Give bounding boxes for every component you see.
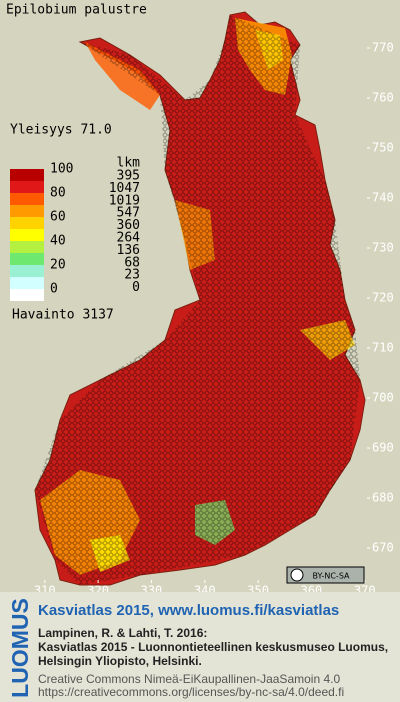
frequency: Yleisyys 71.0 — [10, 123, 112, 138]
license-url: https://creativecommons.org/licenses/by-… — [38, 685, 344, 699]
count-label: 68 — [124, 255, 140, 270]
scale-label: 60 — [50, 210, 66, 225]
citation-line: Kasviatlas 2015 - Luonnontieteellinen ke… — [38, 640, 388, 654]
y-tick-label: 710 — [372, 341, 394, 355]
y-tick-label: 680 — [372, 491, 394, 505]
license-text: Creative Commons Nimeä-EiKaupallinen-Jaa… — [38, 672, 340, 686]
brand: LUOMUS — [7, 598, 33, 698]
count-label: 264 — [117, 231, 141, 246]
count-header: lkm — [117, 156, 141, 171]
y-tick-label: 770 — [372, 41, 394, 55]
y-tick-label: 690 — [372, 441, 394, 455]
y-tick-label: 760 — [372, 91, 394, 105]
count-label: 1047 — [109, 181, 140, 196]
y-tick-label: 740 — [372, 191, 394, 205]
count-label: 0 — [132, 280, 140, 295]
finland-map — [34, 11, 366, 586]
count-label: 1019 — [109, 193, 140, 208]
scale-label: 40 — [50, 234, 66, 249]
scale-label: 20 — [50, 258, 66, 273]
scale-label: 100 — [50, 162, 73, 177]
citation-line: Lampinen, R. & Lahti, T. 2016: — [38, 626, 207, 640]
legend-swatch — [10, 181, 44, 193]
citation-line: Helsingin Yliopisto, Helsinki. — [38, 654, 202, 668]
observations: Havainto 3137 — [12, 308, 114, 323]
badge-text: BY-NC-SA — [312, 572, 350, 581]
count-label: 395 — [117, 169, 140, 184]
badge-icon — [290, 568, 304, 582]
legend-swatch — [10, 253, 44, 265]
legend-swatch — [10, 169, 44, 181]
y-tick-label: 670 — [372, 541, 394, 555]
footer-bg — [0, 592, 400, 702]
y-tick-label: 750 — [372, 141, 394, 155]
scale-label: 0 — [50, 282, 58, 297]
species-title: Epilobium palustre — [6, 3, 147, 18]
legend-swatch — [10, 289, 44, 301]
badge-box — [286, 566, 365, 584]
headline: Kasviatlas 2015, www.luomus.fi/kasviatla… — [38, 602, 339, 619]
legend-swatch — [10, 205, 44, 217]
count-label: 23 — [124, 268, 140, 283]
y-tick-label: 720 — [372, 291, 394, 305]
legend-swatch — [10, 241, 44, 253]
count-label: 136 — [117, 243, 140, 258]
y-tick-label: 730 — [372, 241, 394, 255]
legend-swatch — [10, 193, 44, 205]
y-tick-label: 700 — [372, 391, 394, 405]
count-label: 360 — [117, 218, 140, 233]
map-hatch — [35, 15, 360, 585]
count-label: 547 — [117, 206, 140, 221]
legend-swatch — [10, 217, 44, 229]
license-badge: BY-NC-SA — [286, 566, 365, 584]
legend-swatch — [10, 265, 44, 277]
map-patch — [85, 42, 160, 110]
legend-swatch — [10, 229, 44, 241]
scale-label: 80 — [50, 186, 66, 201]
legend-swatch — [10, 277, 44, 289]
